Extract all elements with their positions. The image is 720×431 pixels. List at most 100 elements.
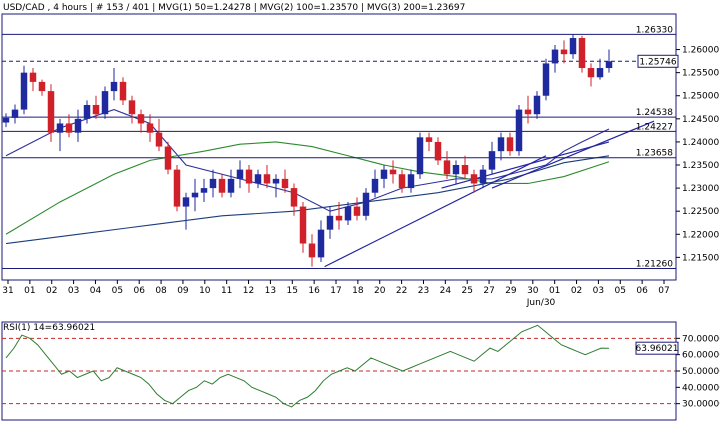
x-tick-label: 03 [593, 286, 604, 296]
candle-body [362, 192, 370, 216]
candle-body [83, 104, 91, 119]
candle-body [353, 206, 361, 216]
x-tick-label: 18 [352, 286, 364, 296]
rsi-tick-label: 40.00000 [682, 383, 720, 393]
y-tick-label: 1.23500 [682, 161, 719, 171]
x-tick-label: 06 [636, 286, 648, 296]
rsi-tick-label: 50.00000 [682, 367, 720, 377]
y-tick-label: 1.25500 [682, 69, 719, 79]
candle-body [20, 72, 28, 110]
x-tick-label: 08 [155, 286, 167, 296]
candle-body [407, 174, 415, 189]
candle-body [398, 174, 406, 189]
candle-body [47, 91, 55, 133]
candle-body [488, 151, 496, 170]
candle-body [218, 178, 226, 193]
candle-body [272, 178, 280, 184]
candle-body [425, 137, 433, 142]
horizontal-level-label: 1.26330 [636, 25, 673, 35]
x-tick-label: 07 [658, 286, 669, 296]
trendline [324, 155, 547, 268]
y-tick-label: 1.23000 [682, 184, 719, 194]
chart-header: USD/CAD , 4 hours | # 153 / 401 | MVG(1)… [3, 3, 465, 13]
candle-body [317, 229, 325, 258]
candle-body [182, 197, 190, 207]
candle-body [452, 165, 460, 175]
candle-body [542, 63, 550, 96]
candle-body [497, 137, 505, 152]
y-tick-label: 1.26000 [682, 46, 719, 56]
candle-body [551, 49, 559, 64]
x-tick-label: 15 [287, 286, 298, 296]
x-tick-label: 13 [265, 286, 276, 296]
candle-body [434, 141, 442, 161]
candle-body [605, 61, 613, 69]
x-tick-label: 17 [330, 286, 341, 296]
candle-body [128, 100, 136, 115]
candle-body [578, 38, 586, 69]
rsi-line [5, 324, 610, 408]
candle-body [344, 206, 352, 221]
candle-body [74, 118, 82, 133]
y-tick-label: 1.22500 [682, 207, 719, 217]
candle-body [110, 81, 118, 92]
candle-body [290, 188, 298, 207]
candle-body [164, 146, 172, 170]
candle-body [254, 174, 262, 184]
candle-body [38, 81, 46, 92]
candle-body [263, 174, 271, 184]
header-timeframe: 4 hours [53, 3, 87, 13]
candle-body [200, 188, 208, 193]
x-sublabel: Jun/30 [526, 298, 556, 308]
header-mvg2: MVG(2) 100=1.23570 [260, 3, 359, 13]
x-tick-label: 25 [461, 286, 472, 296]
candle-body [299, 206, 307, 244]
candle-body [506, 137, 514, 152]
candle-body [326, 215, 334, 230]
x-tick-label: 02 [571, 286, 582, 296]
candle-body [596, 68, 604, 78]
rsi-plot-area: RSI(1) 14=63.96021 70.00000 60.00000 50.000… [1, 321, 720, 421]
x-tick-label: 22 [396, 286, 407, 296]
candle-body [56, 123, 64, 133]
x-tick-label: 05 [112, 286, 123, 296]
candle-body [227, 178, 235, 193]
y-tick-label: 1.25000 [682, 92, 719, 102]
header-bars: # 153 / 401 [96, 3, 150, 13]
rsi-header: RSI(1) 14=63.96021 [3, 323, 95, 333]
candle-body [245, 169, 253, 184]
x-tick-label: 02 [46, 286, 57, 296]
candle-body [515, 109, 523, 152]
candle-body [101, 91, 109, 115]
y-tick-label: 1.21500 [682, 253, 719, 263]
candle-body [587, 68, 595, 78]
candle-body [191, 192, 199, 198]
candle-body [92, 104, 100, 115]
candle-body [65, 123, 73, 133]
horizontal-level-label: 1.24227 [636, 122, 673, 132]
candle-body [461, 165, 469, 175]
candle-body [173, 169, 181, 207]
candle-body [389, 169, 397, 175]
x-tick-label: 09 [177, 286, 189, 296]
candle-body [533, 95, 541, 115]
x-tick-label: 01 [24, 286, 35, 296]
y-tick-label: 1.24000 [682, 138, 719, 148]
rsi-tick-label: 60.00000 [682, 351, 720, 361]
header-symbol: USD/CAD [3, 3, 45, 13]
horizontal-level-label: 1.23658 [636, 149, 673, 159]
last-price-box [637, 54, 679, 68]
candle-body [371, 178, 379, 193]
candle-body [560, 49, 568, 55]
main-plot-area: 1.26000 1.25500 1.25000 1.24500 1.24000 1.235… [1, 13, 719, 308]
x-tick-label: 06 [133, 286, 145, 296]
candle-body [335, 215, 343, 221]
last-price-label: 1.25746 [639, 57, 676, 67]
candle-body [29, 72, 37, 82]
rsi-last-value-box [635, 341, 679, 355]
horizontal-level-label: 1.21260 [636, 259, 673, 269]
x-tick-label: 03 [68, 286, 79, 296]
rsi-tick-label: 30.00000 [682, 400, 720, 410]
candle-body [209, 178, 217, 189]
